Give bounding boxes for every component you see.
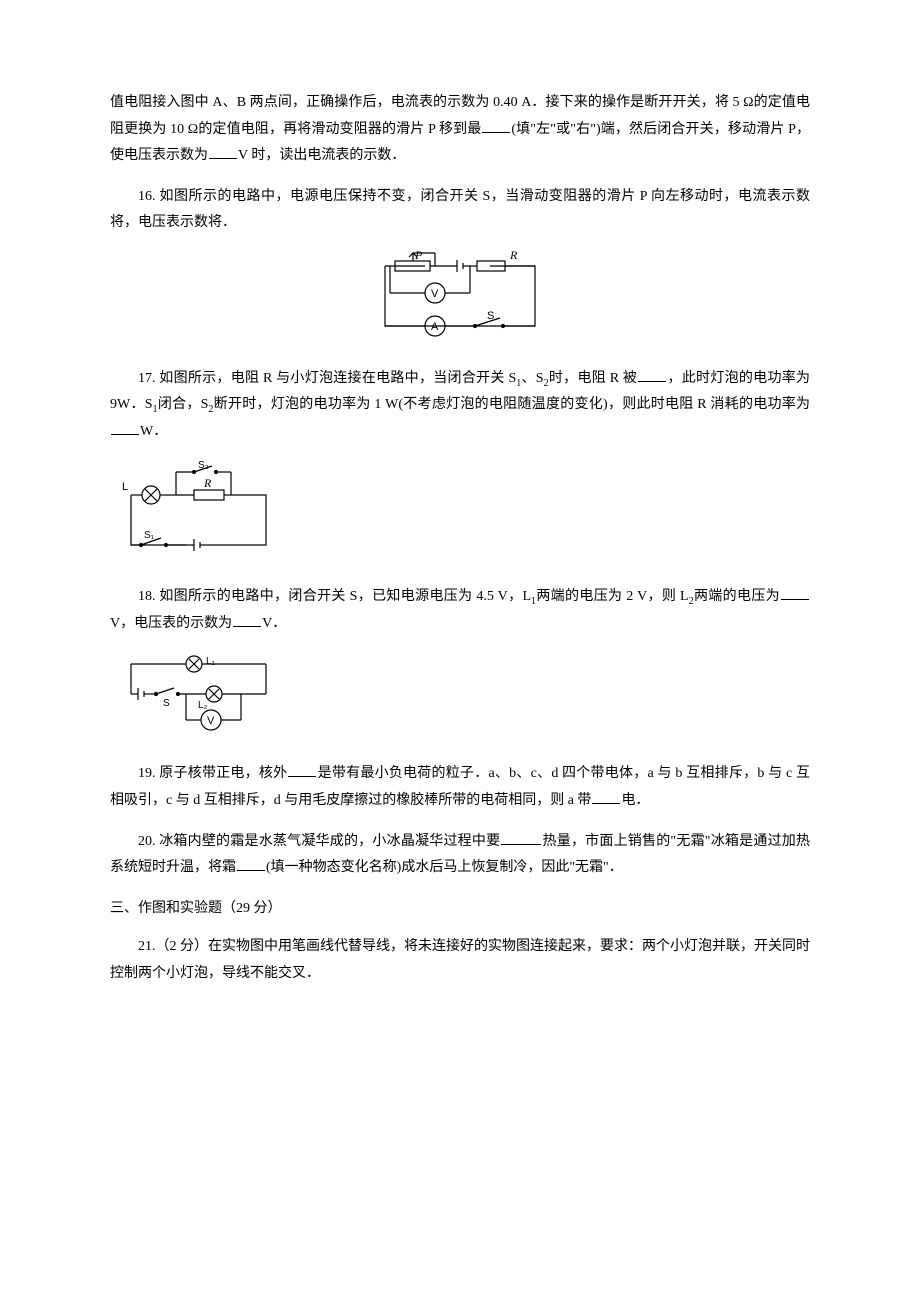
label-R: R	[509, 251, 518, 262]
q20-text: 20. 冰箱内壁的霜是水蒸气凝华成的，小冰晶凝华过程中要热量，市面上销售的"无霜…	[110, 829, 810, 882]
q15-text-c: V 时，读出电流表的示数．	[238, 148, 405, 163]
q16-text: 16. 如图所示的电路中，电源电压保持不变，闭合开关 S，当滑动变阻器的滑片 P…	[110, 184, 810, 237]
label-S: S	[487, 310, 494, 322]
q18-blank-1	[781, 585, 809, 600]
q17-text: 17. 如图所示，电阻 R 与小灯泡连接在电路中，当闭合开关 S1、S2时，电阻…	[110, 366, 810, 446]
q19-blank-2	[592, 789, 620, 804]
label-S18: S	[163, 698, 170, 709]
label-S2: S₂	[198, 460, 209, 471]
q17-blank-2	[111, 420, 139, 435]
q20-blank-2	[237, 856, 265, 871]
label-R17: R	[203, 476, 212, 490]
q15-blank-1	[482, 118, 510, 133]
q21-text: 21.（2 分）在实物图中用笔画线代替导线，将未连接好的实物图连接起来，要求：两…	[110, 934, 810, 987]
label-V: V	[431, 288, 439, 300]
q17-diagram: L R S₂ S₁	[110, 460, 810, 571]
q15-blank-2	[209, 144, 237, 159]
q19-blank-1	[288, 762, 316, 777]
q18-text: 18. 如图所示的电路中，闭合开关 S，已知电源电压为 4.5 V，L1两端的电…	[110, 584, 810, 637]
label-P: P	[414, 251, 423, 262]
label-L2: L₂	[198, 700, 208, 711]
q16-diagram: P R V A S	[110, 251, 810, 352]
q17-blank-1	[638, 367, 666, 382]
q18-blank-2	[233, 612, 261, 627]
q19-text: 19. 原子核带正电，核外是带有最小负电荷的粒子．a、b、c、d 四个带电体，a…	[110, 761, 810, 814]
q18-diagram: L₁ L₂ S V	[110, 652, 810, 748]
label-A: A	[431, 321, 439, 333]
label-S1: S₁	[144, 530, 155, 541]
section-3-heading: 三、作图和实验题（29 分）	[110, 896, 810, 923]
q15-continuation: 值电阻接入图中 A、B 两点间，正确操作后，电流表的示数为 0.40 A．接下来…	[110, 90, 810, 170]
q20-blank-1	[501, 830, 541, 845]
label-V18: V	[207, 715, 215, 727]
label-L: L	[122, 481, 128, 493]
label-L1: L₁	[206, 656, 216, 667]
